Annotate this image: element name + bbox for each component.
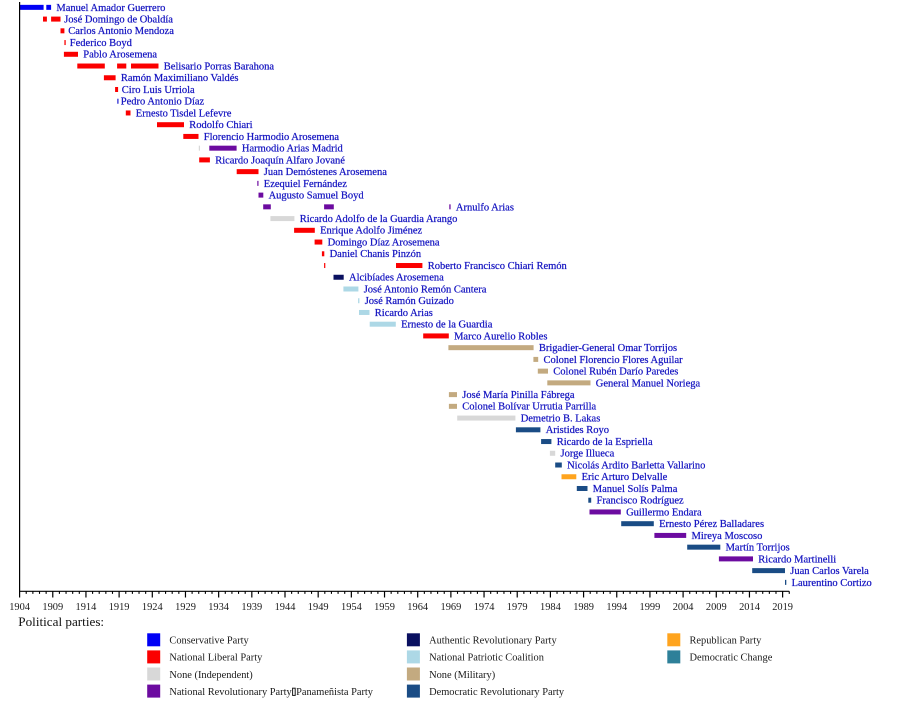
svg-text:Mireya Moscoso: Mireya Moscoso — [692, 531, 763, 542]
svg-text:Ricardo Joaquín Alfaro Jované: Ricardo Joaquín Alfaro Jované — [215, 155, 345, 166]
svg-text:Carlos Antonio Mendoza: Carlos Antonio Mendoza — [68, 26, 174, 37]
svg-text:Ricardo Adolfo de la Guardia A: Ricardo Adolfo de la Guardia Arango — [300, 214, 458, 225]
svg-text:Brigadier-General Omar Torrijo: Brigadier-General Omar Torrijos — [539, 343, 677, 354]
svg-text:Alcibíades Arosemena: Alcibíades Arosemena — [349, 273, 444, 284]
svg-text:Democratic Revolutionary Party: Democratic Revolutionary Party — [429, 687, 565, 698]
svg-text:Colonel Florencio Flores Aguil: Colonel Florencio Flores Aguilar — [544, 355, 684, 366]
svg-text:José Domingo de Obaldía: José Domingo de Obaldía — [64, 14, 173, 25]
svg-text:1974: 1974 — [474, 602, 496, 613]
svg-text:General Manuel Noriega: General Manuel Noriega — [596, 378, 701, 389]
svg-text:Harmodio Arias Madrid: Harmodio Arias Madrid — [242, 144, 344, 155]
svg-text:Arnulfo Arias: Arnulfo Arias — [456, 202, 514, 213]
svg-text:José Ramón Guizado: José Ramón Guizado — [365, 296, 454, 307]
svg-text:Roberto Francisco Chiari Remón: Roberto Francisco Chiari Remón — [428, 261, 568, 272]
svg-text:1924: 1924 — [142, 602, 164, 613]
svg-text:Manuel Amador Guerrero: Manuel Amador Guerrero — [56, 3, 165, 14]
svg-text:Federico Boyd: Federico Boyd — [70, 38, 133, 49]
svg-text:Conservative Party: Conservative Party — [169, 636, 249, 647]
svg-text:1934: 1934 — [208, 602, 230, 613]
svg-text:1949: 1949 — [308, 602, 329, 613]
svg-text:Rodolfo Chiari: Rodolfo Chiari — [189, 120, 252, 131]
svg-text:Martín Torrijos: Martín Torrijos — [726, 543, 790, 554]
svg-text:Daniel Chanis Pinzón: Daniel Chanis Pinzón — [330, 249, 422, 260]
svg-text:2019: 2019 — [772, 602, 793, 613]
svg-text:Marco Aurelio Robles: Marco Aurelio Robles — [454, 331, 547, 342]
svg-text:Ricardo de la Espriella: Ricardo de la Espriella — [557, 437, 653, 448]
svg-text:Augusto Samuel Boyd: Augusto Samuel Boyd — [269, 191, 365, 202]
svg-text:1914: 1914 — [76, 602, 98, 613]
svg-text:National Liberal Party: National Liberal Party — [169, 653, 263, 664]
svg-text:Jorge Illueca: Jorge Illueca — [561, 449, 615, 460]
svg-text:National Patriotic Coalition: National Patriotic Coalition — [429, 653, 545, 664]
svg-text:Ezequiel Fernández: Ezequiel Fernández — [264, 179, 347, 190]
svg-text:José Antonio Remón Cantera: José Antonio Remón Cantera — [364, 284, 487, 295]
svg-text:1999: 1999 — [640, 602, 661, 613]
svg-text:Eric Arturo Delvalle: Eric Arturo Delvalle — [582, 472, 668, 483]
svg-text:2014: 2014 — [739, 602, 761, 613]
svg-text:1919: 1919 — [109, 602, 130, 613]
svg-text:1969: 1969 — [441, 602, 462, 613]
svg-text:Juan Demóstenes Arosemena: Juan Demóstenes Arosemena — [264, 167, 387, 178]
svg-text:Authentic Revolutionary Party: Authentic Revolutionary Party — [429, 636, 557, 647]
svg-text:None (Military): None (Military) — [429, 670, 495, 681]
svg-text:Laurentino Cortizo: Laurentino Cortizo — [792, 578, 872, 589]
svg-text:None (Independent): None (Independent) — [169, 670, 252, 681]
svg-text:Ramón Maximiliano Valdés: Ramón Maximiliano Valdés — [121, 73, 239, 84]
svg-text:1989: 1989 — [573, 602, 594, 613]
svg-text:Francisco Rodríguez: Francisco Rodríguez — [597, 496, 685, 507]
svg-text:Ernesto Tisdel Lefevre: Ernesto Tisdel Lefevre — [136, 108, 232, 119]
svg-text:1944: 1944 — [275, 602, 297, 613]
svg-text:1954: 1954 — [341, 602, 363, 613]
svg-text:Aristides Royo: Aristides Royo — [546, 425, 609, 436]
svg-text:1959: 1959 — [374, 602, 395, 613]
svg-text:Ricardo Martinelli: Ricardo Martinelli — [758, 554, 836, 565]
svg-text:1964: 1964 — [407, 602, 429, 613]
svg-text:Belisario Porras Barahona: Belisario Porras Barahona — [164, 61, 275, 72]
svg-text:Ciro Luis Urriola: Ciro Luis Urriola — [122, 85, 195, 96]
svg-text:2009: 2009 — [706, 602, 727, 613]
svg-text:1909: 1909 — [42, 602, 63, 613]
svg-text:Juan Carlos Varela: Juan Carlos Varela — [790, 566, 869, 577]
svg-text:Pablo Arosemena: Pablo Arosemena — [83, 50, 157, 61]
svg-text:Colonel Rubén Darío Paredes: Colonel Rubén Darío Paredes — [553, 367, 678, 378]
svg-text:Political parties:: Political parties: — [18, 615, 104, 629]
svg-text:1929: 1929 — [175, 602, 196, 613]
svg-text:Florencio Harmodio Arosemena: Florencio Harmodio Arosemena — [204, 132, 340, 143]
svg-text:Demetrio B. Lakas: Demetrio B. Lakas — [521, 413, 601, 424]
svg-text:1904: 1904 — [9, 602, 31, 613]
svg-text:José María Pinilla Fábrega: José María Pinilla Fábrega — [462, 390, 575, 401]
svg-text:Nicolás Ardito Barletta Vallar: Nicolás Ardito Barletta Vallarino — [567, 460, 705, 471]
svg-text:Manuel Solís Palma: Manuel Solís Palma — [593, 484, 678, 495]
svg-text:1939: 1939 — [241, 602, 262, 613]
svg-text:Ernesto Pérez Balladares: Ernesto Pérez Balladares — [659, 519, 764, 530]
svg-text:National Revolutionary Party: National Revolutionary Party — [169, 687, 292, 698]
svg-text:1994: 1994 — [606, 602, 628, 613]
svg-text:Colonel Bolívar Urrutia Parril: Colonel Bolívar Urrutia Parrilla — [462, 402, 596, 413]
svg-text:Panameñista Party: Panameñista Party — [296, 687, 374, 698]
svg-text:Enrique Adolfo Jiménez: Enrique Adolfo Jiménez — [320, 226, 422, 237]
svg-text:Pedro Antonio Díaz: Pedro Antonio Díaz — [121, 97, 205, 108]
svg-text:Guillermo Endara: Guillermo Endara — [626, 507, 702, 518]
svg-text:Ricardo Arias: Ricardo Arias — [375, 308, 433, 319]
svg-text:Ernesto de la Guardia: Ernesto de la Guardia — [401, 320, 493, 331]
svg-text:Domingo Díaz Arosemena: Domingo Díaz Arosemena — [328, 237, 440, 248]
svg-text:Republican Party: Republican Party — [690, 636, 763, 647]
svg-text:2004: 2004 — [673, 602, 695, 613]
svg-text:1979: 1979 — [507, 602, 528, 613]
svg-text:Democratic Change: Democratic Change — [690, 653, 773, 664]
svg-text:1984: 1984 — [540, 602, 562, 613]
